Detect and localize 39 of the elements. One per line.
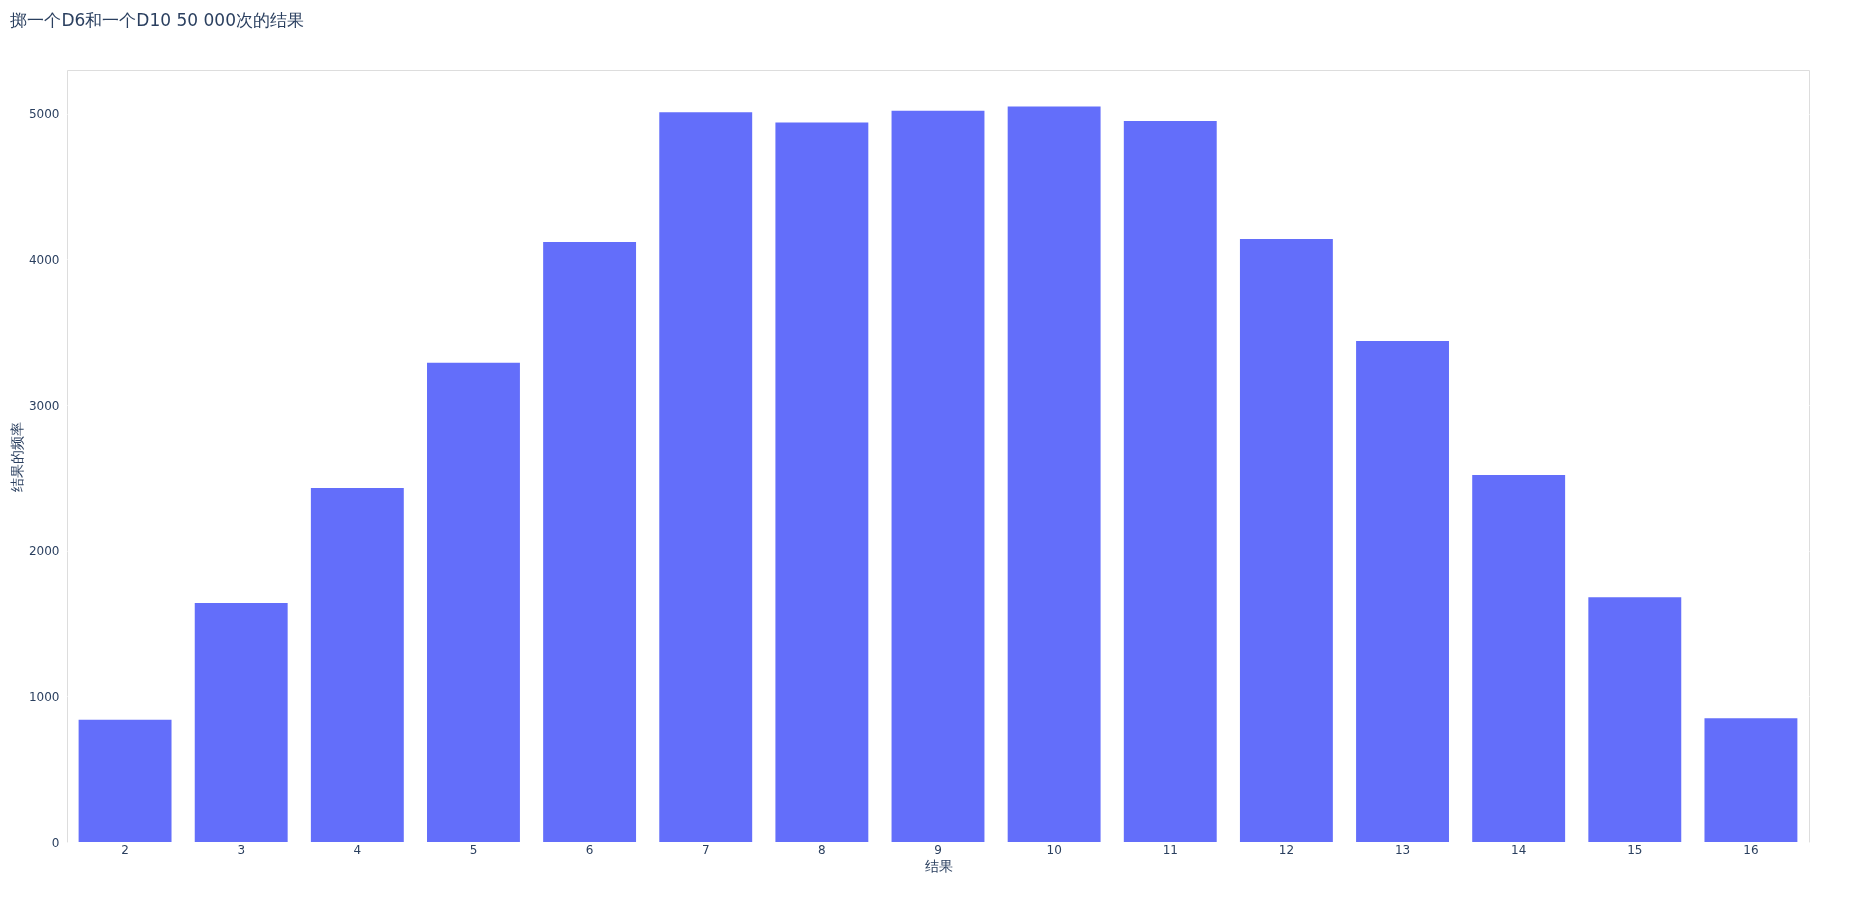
x-tick-label: 7 [701,842,710,857]
bar [194,603,288,842]
bar [1007,106,1101,842]
x-tick-label: 10 [1046,842,1062,857]
y-tick-label: 4000 [28,252,60,267]
x-tick-label: 14 [1511,842,1527,857]
y-tick-label: 2000 [28,544,60,559]
x-tick-label: 15 [1627,842,1643,857]
y-tick-label: 1000 [28,689,60,704]
x-tick-label: 12 [1278,842,1295,857]
x-tick-label: 13 [1394,842,1411,857]
x-tick-label: 6 [585,842,594,857]
x-tick-label: 4 [353,842,362,857]
bar [78,719,172,842]
bar [310,488,404,842]
x-tick-label: 5 [469,842,478,857]
bar [1472,474,1566,842]
y-tick-label: 5000 [28,107,60,122]
bar [1704,718,1798,842]
x-tick-label: 3 [237,842,246,857]
bar [1239,238,1333,842]
x-tick-label: 16 [1743,842,1759,857]
bar [775,122,869,842]
bar [1588,597,1682,842]
y-axis-title: 结果的频率 [8,421,25,492]
y-tick-label: 3000 [28,398,60,413]
x-tick-label: 2 [121,842,129,857]
bar [543,241,637,842]
bar [1123,120,1217,842]
x-tick-label: 11 [1162,842,1178,857]
x-tick-label: 9 [934,842,942,857]
x-tick-label: 8 [818,842,826,857]
bar [891,110,985,842]
bar [1356,340,1449,842]
y-tick-label: 0 [51,835,60,850]
chart-title: 掷一个D6和一个D10 50 000次的结果 [10,10,304,30]
bar [427,362,520,842]
bar [659,112,753,842]
x-axis-title: 结果 [924,857,953,874]
